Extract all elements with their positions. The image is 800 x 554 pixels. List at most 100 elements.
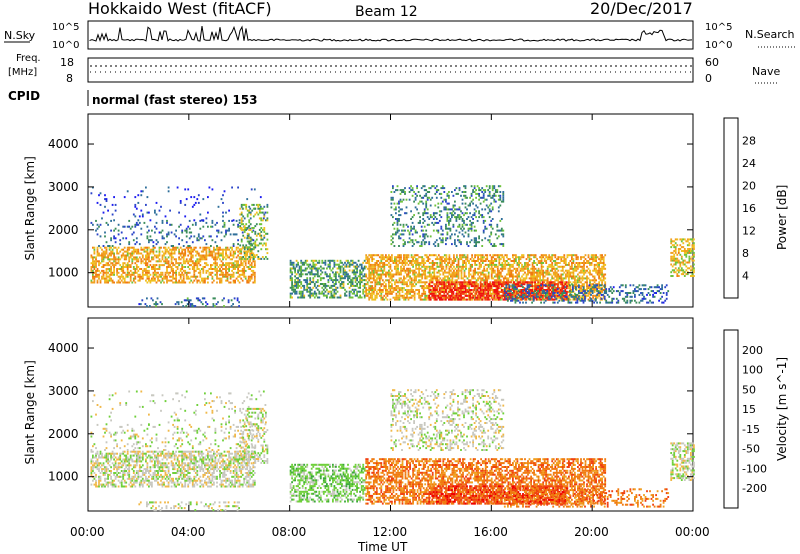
heatmap-cell [359, 279, 361, 282]
heatmap-cell [596, 269, 599, 272]
heatmap-cell [241, 268, 244, 270]
heatmap-cell [541, 296, 544, 299]
heatmap-cell [178, 264, 180, 267]
heatmap-cell [105, 275, 108, 278]
heatmap-cell [458, 290, 461, 293]
heatmap-cell [219, 254, 221, 257]
heatmap-cell [114, 227, 117, 230]
heatmap-cell [537, 279, 540, 282]
freq-panel-frame [87, 57, 694, 83]
heatmap-cell [566, 263, 569, 266]
heatmap-cell [366, 277, 369, 280]
heatmap-cell [483, 269, 486, 272]
heatmap-cell [242, 244, 245, 247]
heatmap-cell [132, 258, 135, 261]
heatmap-cell [433, 283, 436, 286]
heatmap-cell [170, 223, 173, 226]
heatmap-cell [421, 285, 424, 288]
heatmap-cell [429, 285, 432, 288]
heatmap-cell [154, 271, 156, 274]
heatmap-cell [500, 285, 503, 288]
heatmap-cell [204, 246, 206, 249]
heatmap-cell [598, 294, 600, 297]
noise-left-tick-top: 10^5 [52, 22, 79, 33]
heatmap-cell [571, 254, 573, 257]
heatmap-cell [581, 277, 584, 280]
heatmap-cell [437, 283, 440, 286]
heatmap-cell [129, 273, 132, 276]
heatmap-cell [354, 288, 357, 291]
heatmap-cell [254, 207, 257, 210]
heatmap-cell [427, 258, 430, 261]
heatmap-cell [356, 277, 358, 280]
heatmap-cell [193, 246, 196, 249]
heatmap-cell [132, 256, 135, 259]
heatmap-cell [333, 290, 336, 293]
heatmap-cell [484, 273, 487, 276]
heatmap-cell [509, 273, 511, 276]
heatmap-cell [388, 269, 390, 272]
heatmap-cell [191, 262, 194, 265]
heatmap-cell [338, 265, 340, 268]
nave-tick-top: 60 [705, 56, 719, 69]
heatmap-cell [584, 281, 587, 284]
heatmap-cell [486, 275, 489, 278]
heatmap-cell [465, 265, 467, 268]
heatmap-cell [531, 298, 534, 301]
heatmap-cell [161, 264, 164, 267]
heatmap-cell [335, 277, 337, 280]
heatmap-cell [443, 271, 446, 274]
heatmap-cell [243, 230, 246, 233]
heatmap-cell [456, 263, 458, 266]
heatmap-cell [313, 292, 316, 295]
heatmap-cell [437, 271, 440, 274]
heatmap-cell [238, 266, 241, 268]
heatmap-cell [534, 281, 536, 284]
heatmap-cell [129, 277, 132, 280]
heatmap-cell [226, 248, 229, 251]
heatmap-cell [472, 290, 475, 293]
heatmap-cell [596, 271, 599, 274]
heatmap-cell [526, 281, 529, 284]
heatmap-cell [593, 256, 596, 259]
heatmap-cell [383, 256, 386, 259]
heatmap-cell [235, 246, 238, 249]
heatmap-cell [475, 283, 478, 286]
heatmap-cell [193, 203, 196, 206]
heatmap-cell [548, 254, 551, 257]
heatmap-cell [542, 256, 545, 259]
heatmap-cell [197, 260, 200, 263]
heatmap-cell [316, 296, 319, 299]
heatmap-cell [327, 275, 330, 278]
heatmap-cell [466, 285, 469, 288]
heatmap-cell [354, 267, 357, 270]
heatmap-cell [246, 281, 249, 284]
heatmap-cell [493, 281, 496, 284]
heatmap-cell [172, 271, 174, 274]
heatmap-cell [460, 267, 463, 270]
heatmap-cell [132, 271, 135, 274]
heatmap-cell [202, 198, 205, 201]
heatmap-cell [443, 290, 446, 293]
heatmap-cell [170, 248, 173, 251]
heatmap-cell [403, 260, 405, 262]
heatmap-cell [479, 292, 482, 295]
heatmap-cell [451, 275, 454, 278]
heatmap-cell [529, 281, 532, 284]
heatmap-cell [578, 279, 581, 282]
heatmap-cell [190, 275, 193, 278]
heatmap-cell [575, 254, 578, 257]
heatmap-cell [415, 254, 417, 257]
heatmap-cell [537, 260, 540, 262]
heatmap-cell [466, 254, 469, 257]
heatmap-cell [141, 190, 144, 193]
heatmap-cell [407, 292, 410, 295]
heatmap-cell [472, 289, 475, 291]
heatmap-cell [490, 263, 493, 266]
heatmap-cell [291, 261, 293, 264]
heatmap-cell [406, 273, 408, 276]
heatmap-cell [258, 203, 261, 206]
heatmap-cell [398, 277, 401, 280]
heatmap-cell [469, 267, 472, 270]
heatmap-cell [135, 221, 138, 224]
